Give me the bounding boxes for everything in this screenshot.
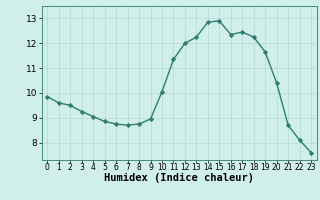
X-axis label: Humidex (Indice chaleur): Humidex (Indice chaleur) <box>104 173 254 183</box>
